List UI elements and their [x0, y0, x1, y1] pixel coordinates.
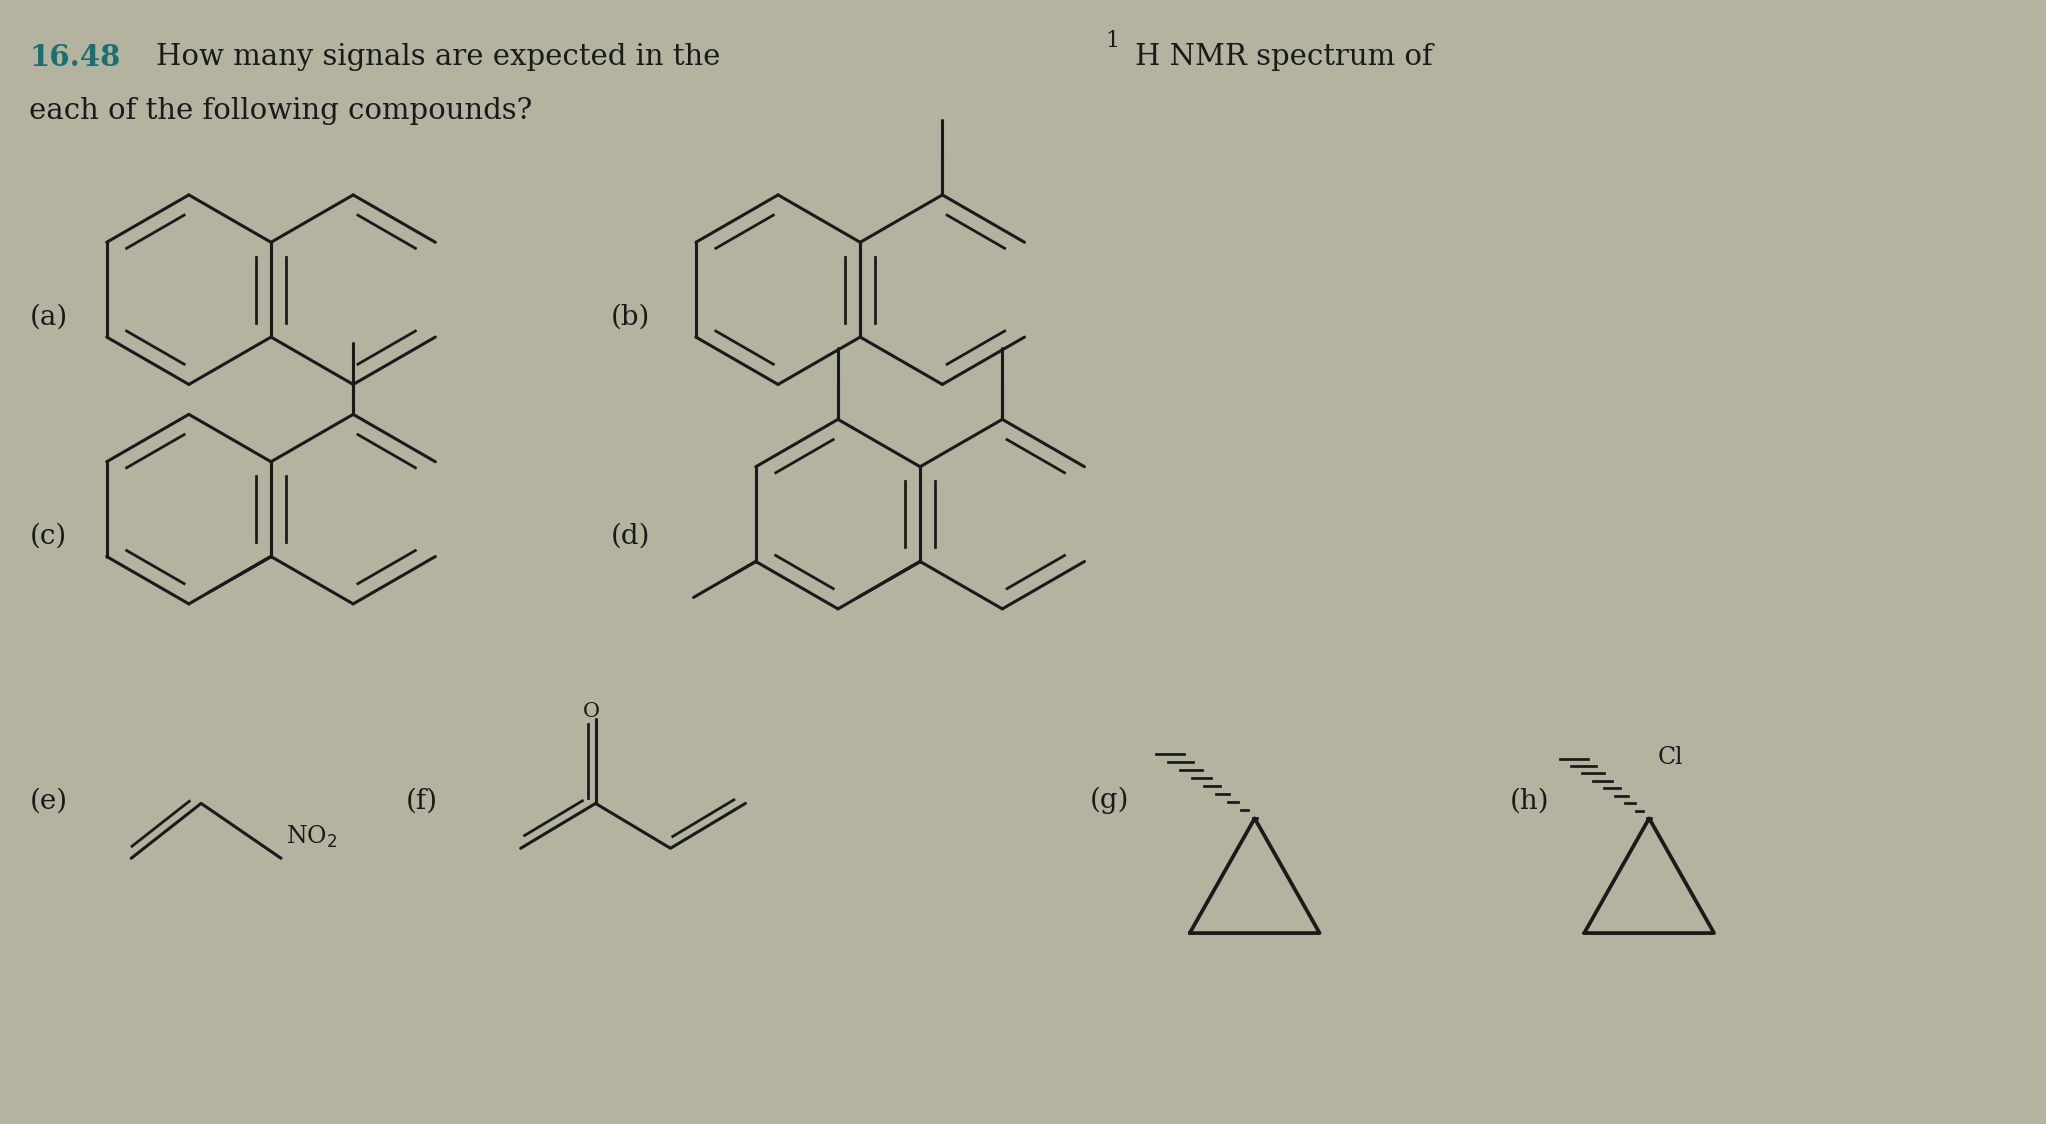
Text: Cl: Cl: [1657, 745, 1682, 769]
Text: H NMR spectrum of: H NMR spectrum of: [1136, 44, 1432, 71]
Text: (c): (c): [29, 523, 68, 550]
Text: (h): (h): [1510, 788, 1549, 815]
Text: O: O: [583, 701, 599, 720]
Text: each of the following compounds?: each of the following compounds?: [29, 97, 532, 125]
Text: How many signals are expected in the: How many signals are expected in the: [155, 44, 720, 71]
Text: NO$_2$: NO$_2$: [286, 823, 338, 850]
Text: (g): (g): [1091, 787, 1129, 815]
Text: 1: 1: [1105, 30, 1119, 53]
Text: (a): (a): [29, 303, 68, 330]
Text: (b): (b): [610, 303, 651, 330]
Text: (d): (d): [610, 523, 651, 550]
Text: (f): (f): [405, 788, 438, 815]
Text: 16.48: 16.48: [29, 44, 121, 72]
Text: (e): (e): [29, 788, 68, 815]
